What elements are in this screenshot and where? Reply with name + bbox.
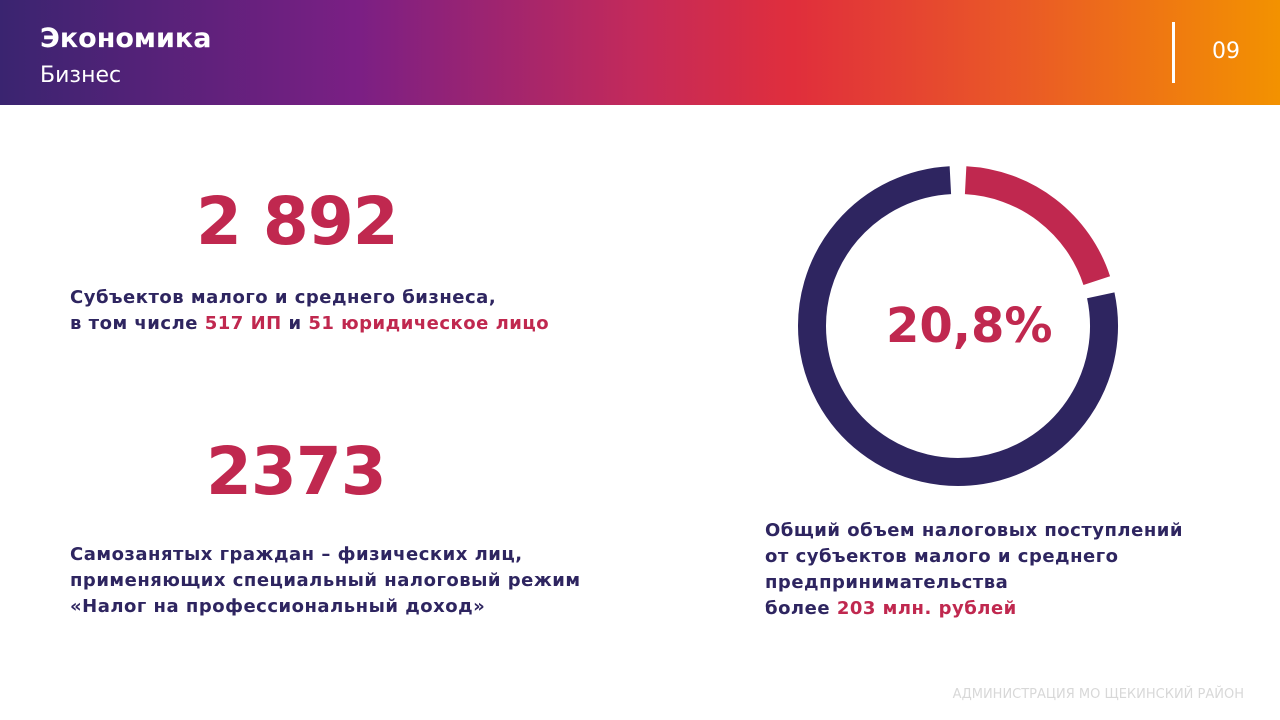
smb-count: 2 892 [196, 183, 399, 260]
page-number: 09 [1212, 39, 1240, 64]
smb-line2-prefix: в том числе [70, 313, 205, 334]
page-title: Экономика [40, 23, 212, 54]
donut-segment-main [798, 166, 1118, 486]
smb-description: Субъектов малого и среднего бизнеса, в т… [70, 285, 549, 337]
page-subtitle: Бизнес [40, 63, 122, 88]
tax-line4: более 203 млн. рублей [765, 596, 1183, 622]
tax-line3: предпринимательства [765, 572, 1009, 593]
selfemployed-line3: «Налог на профессиональный доход» [70, 596, 486, 617]
tax-line2: от субъектов малого и среднего [765, 546, 1119, 567]
donut-segment-accent [964, 166, 1111, 286]
donut-percent-label: 20,8% [886, 298, 1053, 354]
footer-org: АДМИНИСТРАЦИЯ МО ЩЕКИНСКИЙ РАЙОН [952, 687, 1244, 702]
smb-and: и [281, 313, 309, 334]
selfemployed-count: 2373 [206, 433, 387, 510]
smb-legal-count: 51 юридическое лицо [308, 313, 550, 334]
selfemployed-description: Самозанятых граждан – физических лиц, пр… [70, 542, 581, 620]
smb-line2: в том числе 517 ИП и 51 юридическое лицо [70, 311, 549, 337]
selfemployed-line1: Самозанятых граждан – физических лиц, [70, 544, 523, 565]
donut-chart [798, 166, 1118, 486]
tax-line4-prefix: более [765, 598, 837, 619]
smb-line1: Субъектов малого и среднего бизнеса, [70, 287, 497, 308]
smb-ip-count: 517 ИП [204, 313, 282, 334]
tax-description: Общий объем налоговых поступлений от суб… [765, 518, 1183, 622]
selfemployed-line2: применяющих специальный налоговый режим [70, 570, 581, 591]
header-divider [1172, 22, 1175, 83]
tax-amount: 203 млн. рублей [836, 598, 1017, 619]
header-banner: Экономика Бизнес 09 [0, 0, 1280, 105]
tax-line1: Общий объем налоговых поступлений [765, 520, 1183, 541]
